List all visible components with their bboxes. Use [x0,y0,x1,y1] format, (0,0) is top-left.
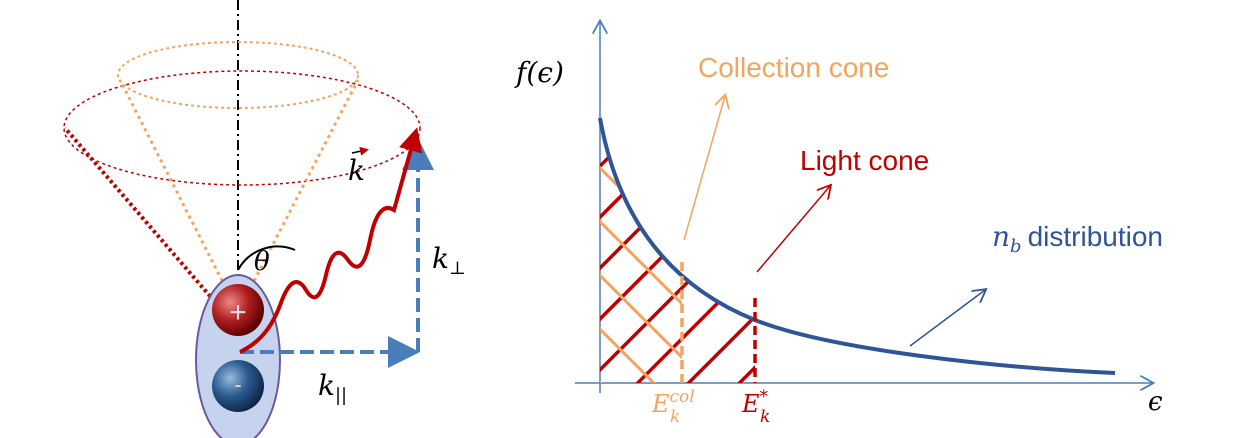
e-star-label: E* k [741,387,770,427]
wave-vector-label: k [348,154,365,187]
light-cone-label: Light cone [800,145,929,176]
e-col-base: E [651,390,670,418]
e-star-sup: * [760,387,769,407]
e-col-sub: k [670,407,680,427]
e-star-sub: k [760,407,770,427]
k-perp-label: k⊥ [432,242,466,279]
distribution-text: distribution [1028,221,1163,252]
k-par-sub: || [335,385,347,406]
e-star-base: E [741,390,760,418]
k-perp-sub: ⊥ [449,258,466,279]
x-axis-label: ϵ [1148,387,1163,417]
e-col-label: Ecol k [651,387,695,427]
e-col-sup: col [670,387,695,407]
k-perp-base: k [432,242,449,275]
y-axis-label: f(ϵ) [514,56,564,89]
k-par-base: k [318,369,335,402]
positive-charge: + [229,296,247,329]
negative-charge: - [234,372,241,397]
distribution-graph: f(ϵ) ϵ Collection cone Light cone nb dist… [514,22,1163,427]
collection-cone-label: Collection cone [698,52,889,83]
distribution-label: nb distribution [992,220,1163,257]
nb-sub: b [1010,236,1022,257]
cone-diagram: + - k θ k⊥ k|| [63,0,466,438]
angle-label: θ [254,247,270,277]
k-par-label: k|| [318,369,347,406]
nb-base: n [992,220,1010,253]
